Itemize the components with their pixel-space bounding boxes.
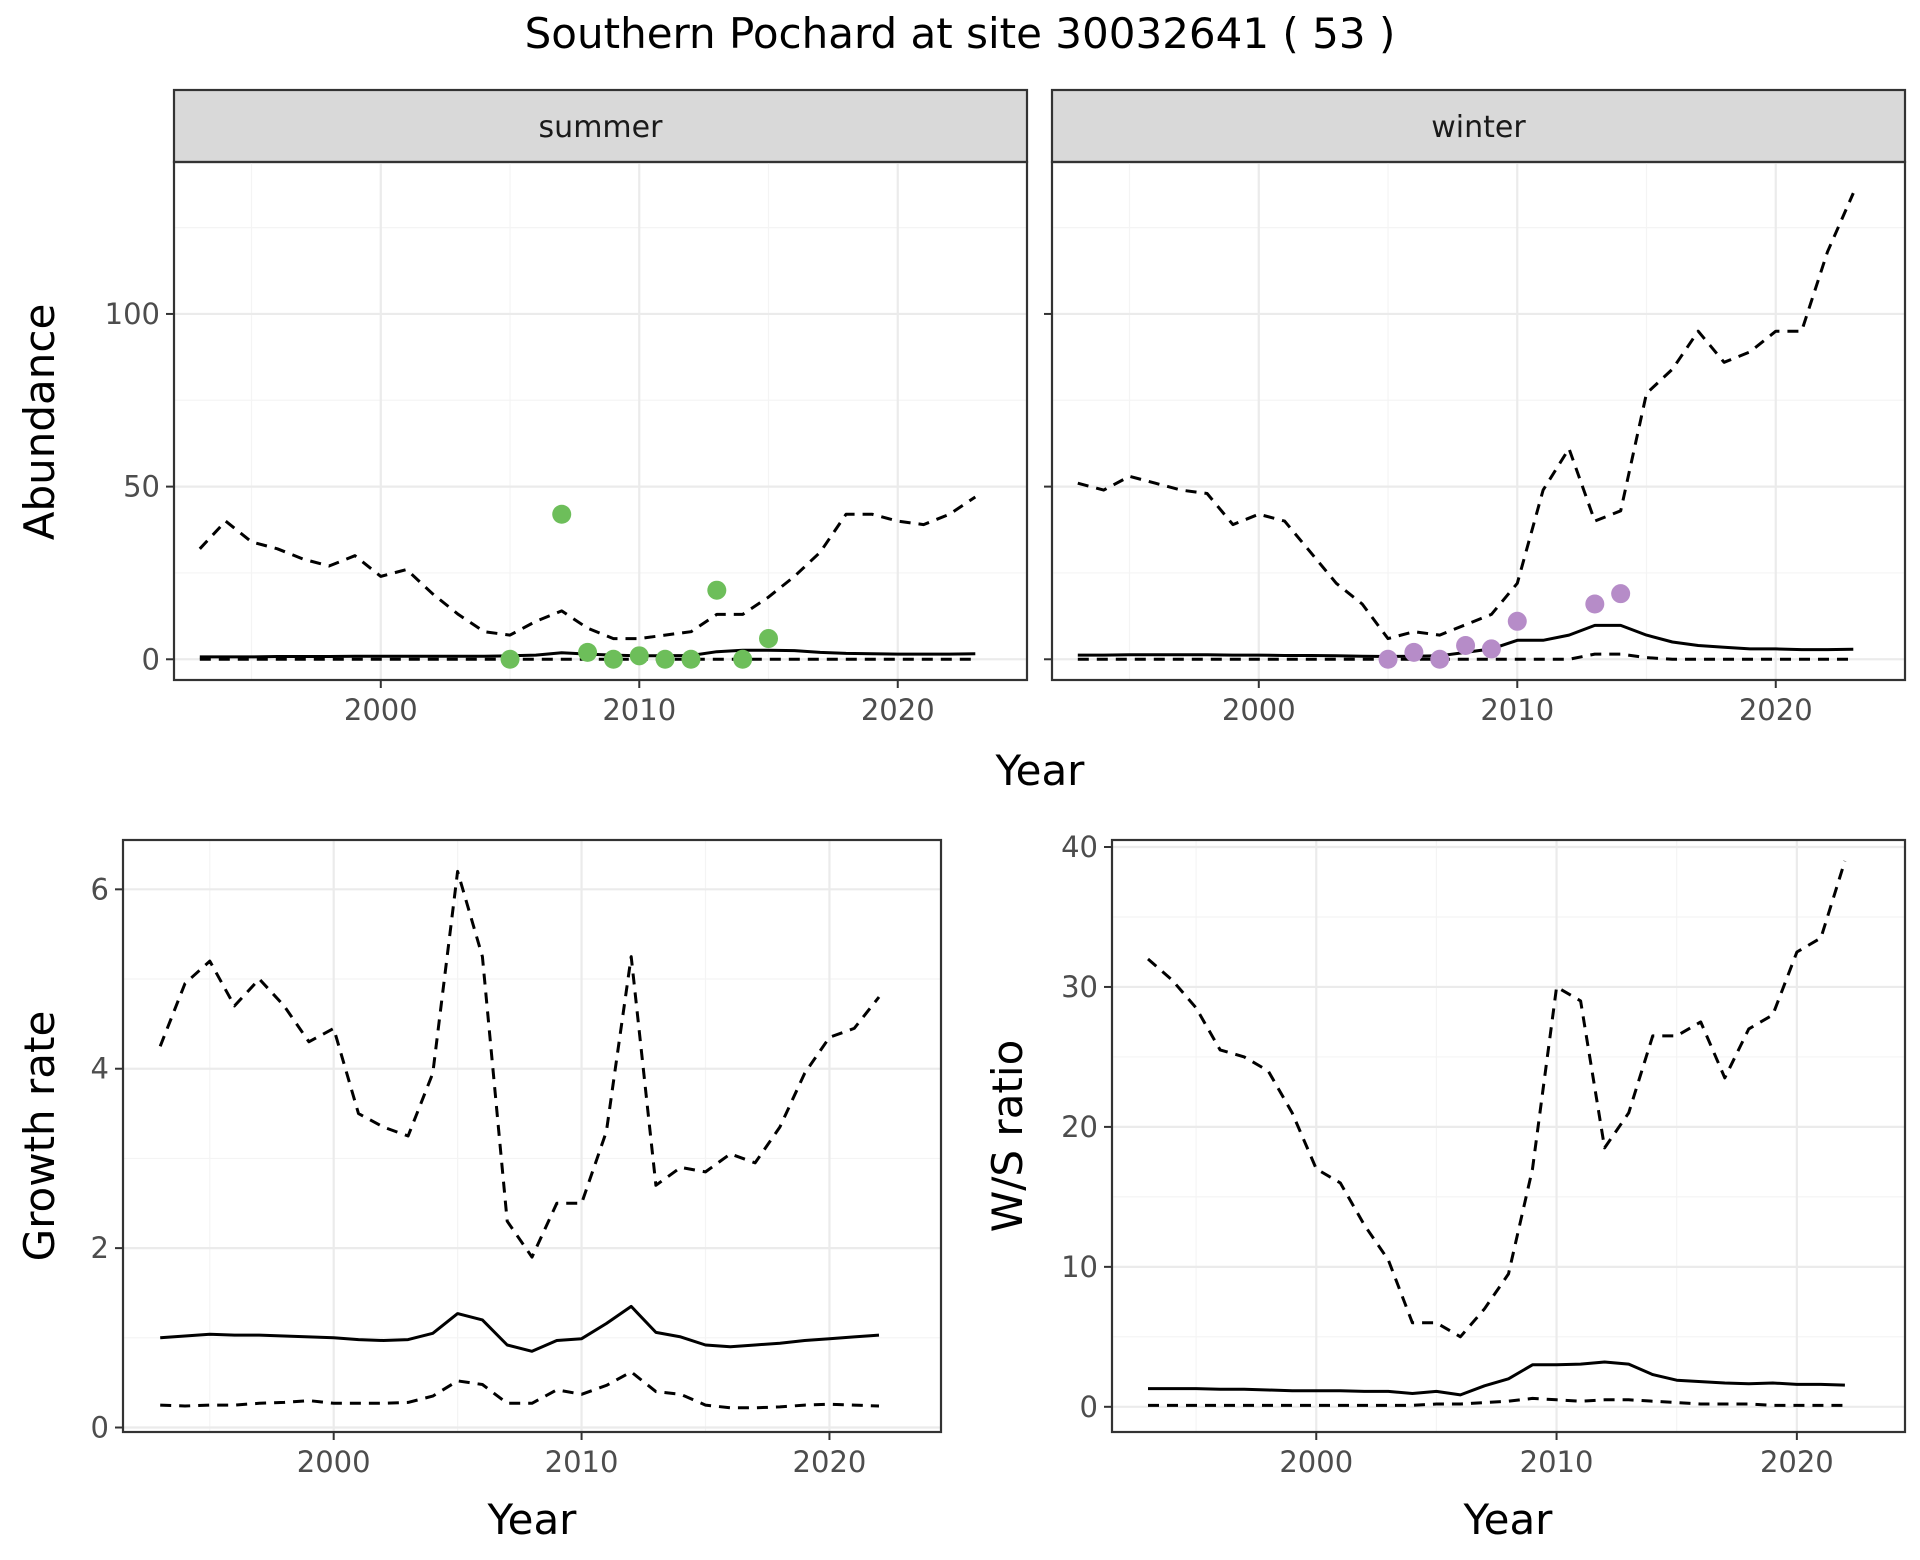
top-x-axis-title: Year [995,746,1086,795]
y-tick-label: 0 [91,1411,109,1445]
observed-count-point [552,504,572,524]
upper-bound-line [158,869,881,1259]
observed-count-point [629,646,649,666]
estimate-line [160,1304,880,1353]
y-tick-label: 0 [142,642,160,676]
lower-bound-line [1077,652,1854,661]
estimate-line [1148,1360,1845,1397]
observed-count-point [1611,584,1631,604]
figure-title: Southern Pochard at site 30032641 ( 53 ) [525,9,1396,58]
facet-strip [172,88,1029,164]
y-tick-label: 10 [1061,1250,1098,1284]
x-tick-label: 2020 [793,1445,867,1479]
observed-count-point [500,649,520,669]
observed-count-point [707,580,727,600]
observed-count-point [1378,649,1398,669]
panel-border [1110,838,1907,1434]
ratio-x-axis-title: Year [1463,1495,1554,1544]
y-tick-label: 30 [1061,970,1098,1004]
observed-count-point [1507,611,1527,631]
panel-border [172,160,1029,682]
y-tick-label: 50 [123,470,160,504]
y-tick-label: 40 [1061,830,1098,864]
growth-x-axis-title: Year [487,1495,578,1544]
y-tick-label: 0 [1080,1390,1098,1424]
upper-bound-line [1077,192,1855,641]
growth-rate-panel: 2000 2010 2020 0 2 4 6 [91,838,943,1479]
x-tick-label: 2000 [1222,693,1296,727]
observed-count-point [655,649,675,669]
winter-abundance-panel: winter 2000 2010 2020 [1044,88,1907,727]
x-tick-label: 2010 [602,693,676,727]
observed-count-point [1404,642,1424,662]
observed-count-point [603,649,623,669]
x-tick-label: 2000 [297,1445,371,1479]
y-tick-label: 100 [105,297,160,331]
x-tick-label: 2010 [1480,693,1554,727]
x-tick-label: 2020 [1760,1445,1834,1479]
lower-bound-line [160,1370,880,1410]
facet-strip-label: summer [539,110,664,145]
lower-bound-line [1148,1396,1845,1407]
ratio-y-axis-title: W/S ratio [983,1040,1032,1233]
x-tick-label: 2010 [545,1445,619,1479]
growth-y-axis-title: Growth rate [15,1011,64,1262]
observed-count-point [1430,649,1450,669]
x-tick-label: 2020 [1739,693,1813,727]
panel-border [121,838,943,1434]
facet-strip [1050,88,1907,164]
summer-abundance-panel: summer 2000 2010 2020 0 50 100 [105,88,1029,727]
upper-bound-line [1147,860,1847,1339]
y-tick-label: 2 [91,1231,109,1265]
observed-count-point [759,629,779,649]
x-tick-label: 2010 [1520,1445,1594,1479]
x-tick-label: 2000 [1279,1445,1353,1479]
observed-count-point [681,649,701,669]
ws-ratio-panel: 2000 2010 2020 0 10 20 30 40 [1061,830,1907,1479]
facet-strip-label: winter [1431,110,1526,145]
top-y-axis-title: Abundance [15,304,64,541]
observed-count-point [1481,639,1501,659]
y-tick-label: 20 [1061,1110,1098,1144]
observed-count-point [733,649,753,669]
observed-count-point [578,642,598,662]
upper-bound-line [198,495,977,641]
x-tick-label: 2000 [344,693,418,727]
observed-count-point [1585,594,1605,614]
panel-border [1050,160,1907,682]
observed-count-point [1456,635,1476,655]
y-tick-label: 6 [91,872,109,906]
y-tick-label: 4 [91,1052,109,1086]
x-tick-label: 2020 [861,693,935,727]
